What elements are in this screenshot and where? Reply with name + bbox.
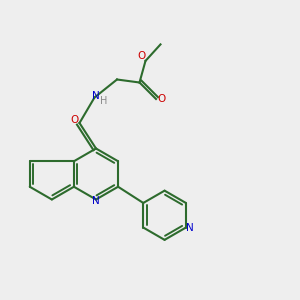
Text: N: N — [92, 91, 100, 101]
Text: O: O — [157, 94, 166, 104]
Text: O: O — [137, 50, 145, 61]
Text: N: N — [92, 196, 100, 206]
Text: H: H — [100, 95, 108, 106]
Text: O: O — [70, 115, 78, 125]
Text: N: N — [186, 223, 194, 232]
